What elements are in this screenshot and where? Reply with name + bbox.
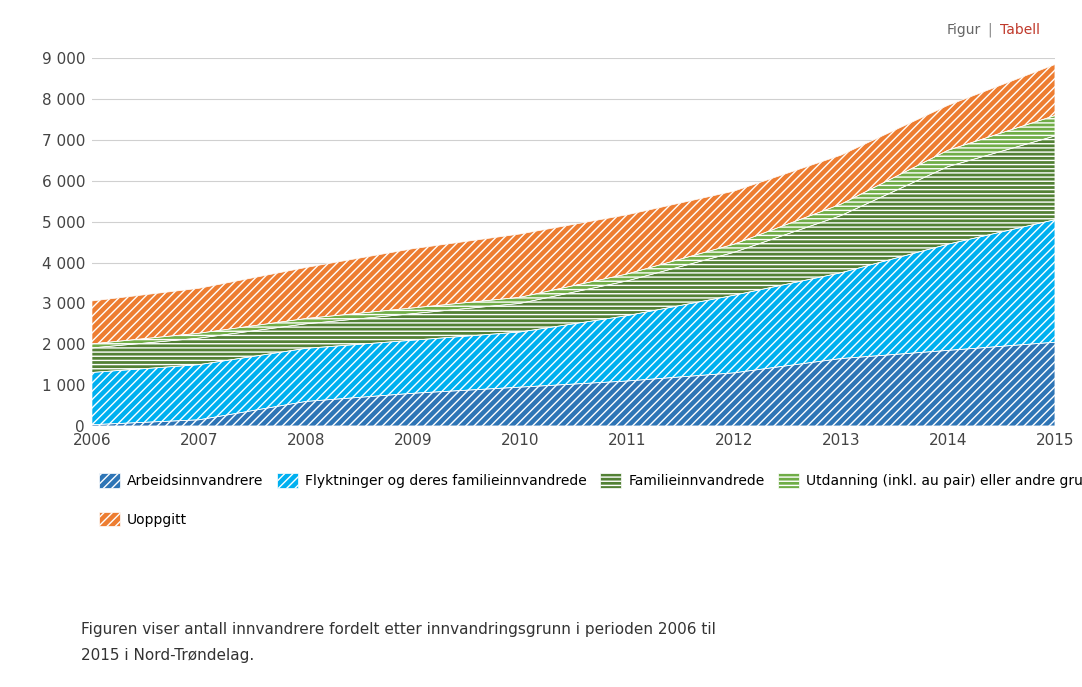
Text: |: | xyxy=(987,23,991,37)
Text: Tabell: Tabell xyxy=(1000,23,1040,36)
Legend: Uoppgitt: Uoppgitt xyxy=(98,512,187,527)
Text: Figur: Figur xyxy=(947,23,981,36)
Text: Figuren viser antall innvandrere fordelt etter innvandringsgrunn i perioden 2006: Figuren viser antall innvandrere fordelt… xyxy=(81,622,716,637)
Text: 2015 i Nord-Trøndelag.: 2015 i Nord-Trøndelag. xyxy=(81,648,254,663)
